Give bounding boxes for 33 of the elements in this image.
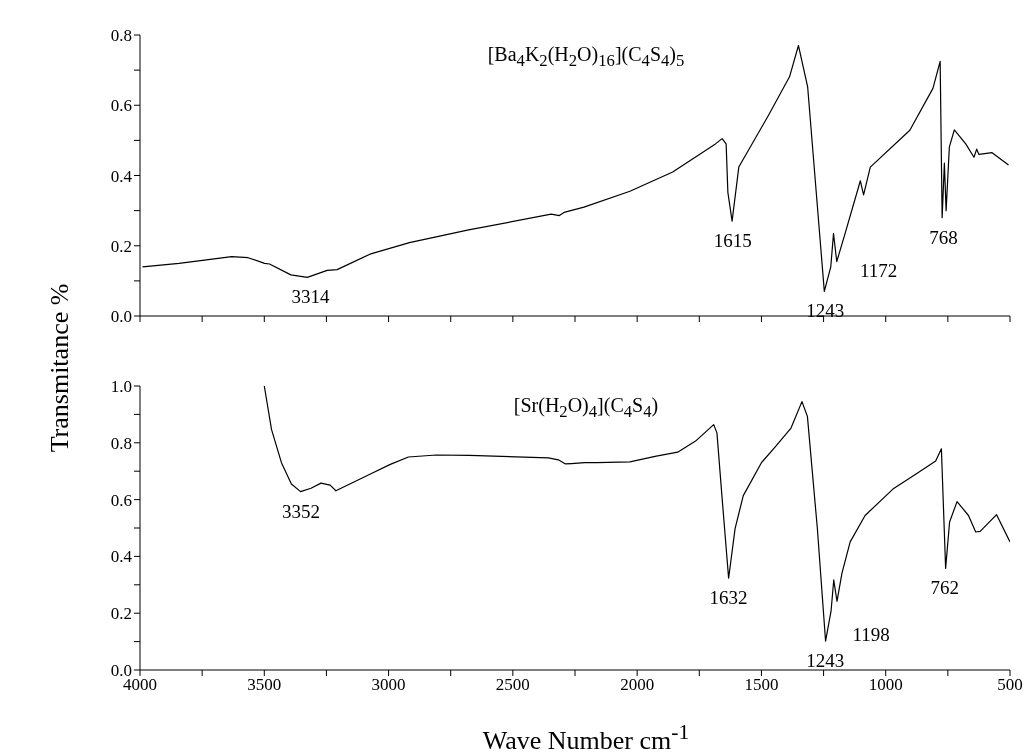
chart-title: [Sr(H$_{2}$O)$_{4}$](C$_{4}$S$_{4}$): [513, 394, 659, 421]
y-tick-label: 0.2: [110, 604, 132, 624]
annotation: 3352: [282, 500, 321, 522]
annotation: 762: [930, 577, 960, 599]
x-tick-label: 2500: [495, 675, 530, 695]
y-tick-label: 0.4: [110, 547, 133, 567]
x-tick-label: 3500: [247, 675, 282, 695]
y-tick-label: 0.6: [110, 96, 132, 116]
x-tick-label: 1000: [868, 675, 903, 695]
y-tick-label: 0.8: [110, 433, 132, 453]
annotation: 768: [929, 226, 958, 248]
y-axis-title: Transmitance %: [45, 283, 75, 453]
y-tick-label: 0.6: [110, 490, 132, 510]
line-series: [263, 386, 1010, 642]
annotation: 1243: [806, 300, 845, 322]
annotation: 1172: [859, 260, 898, 282]
annotation: 1198: [852, 624, 890, 646]
y-tick-label: 0.2: [110, 236, 132, 256]
x-tick-label: 3000: [371, 675, 406, 695]
x-tick-label: 1500: [744, 675, 779, 695]
x-tick-label: 4000: [123, 675, 157, 695]
annotation: 3314: [291, 286, 331, 308]
x-tick-label: 500: [997, 675, 1023, 695]
y-tick-label: 0.0: [110, 307, 132, 327]
x-axis-title: Wave Number cm$^{-1}$: [481, 720, 691, 756]
chart-title: [Ba$_{4}$K$_{2}$(H$_{2}$O)$_{16}$](C$_{4}$S$_{4}$)$_{5}$: [487, 43, 685, 70]
y-tick-label: 0.4: [110, 166, 133, 186]
y-tick-label: 1.0: [110, 377, 132, 397]
y-tick-label: 0.8: [110, 26, 132, 46]
annotation: 1632: [709, 587, 748, 609]
annotation: 1615: [713, 230, 752, 252]
x-tick-label: 2000: [620, 675, 655, 695]
annotation: 1243: [806, 650, 845, 672]
